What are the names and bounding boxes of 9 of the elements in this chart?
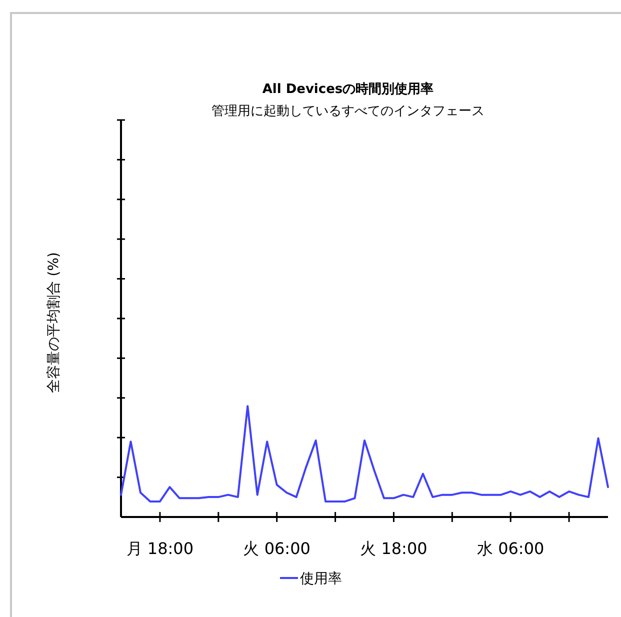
legend-label: 使用率 — [300, 571, 342, 587]
chart-subtitle: 管理用に起動しているすべてのインタフェース — [212, 104, 484, 119]
chart-title: All Devicesの時間別使用率 — [262, 81, 434, 97]
x-tick-label: 月 18:00 — [126, 539, 194, 558]
y-axis-title: 全容量の平均割合 (%) — [46, 252, 62, 393]
legend: 使用率 — [280, 571, 342, 587]
x-tick-label: 火 18:00 — [360, 539, 428, 558]
x-tick-label: 火 06:00 — [243, 539, 310, 558]
x-tick-label: 水 06:00 — [477, 539, 544, 558]
